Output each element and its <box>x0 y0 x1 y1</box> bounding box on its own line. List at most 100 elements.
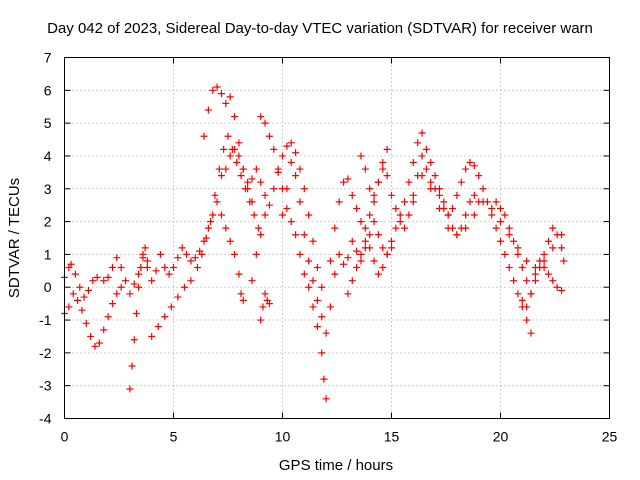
data-point <box>392 204 400 212</box>
data-point <box>544 270 552 278</box>
data-point <box>296 198 304 206</box>
data-point <box>213 198 221 206</box>
data-point <box>549 277 557 285</box>
data-point <box>161 313 169 321</box>
data-point <box>370 191 378 199</box>
data-point <box>100 277 108 285</box>
series-trace-13 <box>344 237 395 298</box>
data-point <box>248 175 256 183</box>
data-point <box>344 175 352 183</box>
data-point <box>431 172 439 180</box>
data-point <box>287 218 295 226</box>
data-point <box>143 257 151 265</box>
y-axis-label: SDTVAR / TECUs <box>6 178 23 298</box>
data-point <box>379 165 387 173</box>
data-point <box>488 211 496 219</box>
data-point <box>305 211 313 219</box>
data-point <box>152 267 160 275</box>
x-tick-label: 0 <box>61 429 69 445</box>
data-point <box>444 224 452 232</box>
data-point <box>348 277 356 285</box>
data-point <box>209 86 217 94</box>
data-point <box>361 237 369 245</box>
data-point <box>374 178 382 186</box>
data-point <box>148 277 156 285</box>
data-point <box>204 106 212 114</box>
data-point <box>100 326 108 334</box>
data-point <box>193 264 201 272</box>
data-point <box>353 247 361 255</box>
data-point <box>257 178 265 186</box>
gridlines <box>64 57 610 419</box>
data-point <box>344 254 352 262</box>
data-points <box>61 83 568 403</box>
data-point <box>313 264 321 272</box>
y-tick-label: -4 <box>39 411 52 427</box>
data-point <box>139 250 147 258</box>
data-point <box>178 244 186 252</box>
data-point <box>305 283 313 291</box>
data-point <box>217 172 225 180</box>
series-trace-1 <box>61 283 125 350</box>
data-point <box>340 178 348 186</box>
data-point <box>207 218 215 226</box>
data-point <box>250 211 258 219</box>
data-point <box>318 349 326 357</box>
data-point <box>261 211 269 219</box>
data-point <box>279 211 286 219</box>
data-point <box>183 250 191 258</box>
data-point <box>492 224 500 232</box>
data-point <box>348 237 356 245</box>
data-point <box>217 211 225 219</box>
data-point <box>422 165 430 173</box>
data-point <box>366 231 374 239</box>
data-point <box>270 145 278 153</box>
data-point <box>514 290 522 298</box>
data-point <box>231 113 239 121</box>
y-tick-label: 7 <box>44 50 52 66</box>
data-point <box>226 93 234 101</box>
data-point <box>383 250 391 258</box>
data-point <box>244 185 252 193</box>
data-point <box>553 231 561 239</box>
data-point <box>466 159 474 167</box>
data-point <box>126 385 134 393</box>
data-point <box>113 254 121 262</box>
data-point <box>326 303 334 311</box>
data-point <box>470 191 478 199</box>
y-tick-label: 3 <box>44 181 52 197</box>
data-point <box>217 90 225 98</box>
data-point <box>418 129 426 137</box>
data-point <box>65 303 73 311</box>
data-point <box>409 198 417 206</box>
series-trace-2 <box>61 260 112 301</box>
data-point <box>252 250 260 258</box>
series-trace-11 <box>279 129 483 337</box>
data-point <box>361 224 369 232</box>
data-point <box>401 224 409 232</box>
data-point <box>374 270 382 278</box>
series-trace-6 <box>200 83 256 206</box>
data-point <box>326 257 334 265</box>
data-point <box>261 290 269 298</box>
data-point <box>252 165 260 173</box>
data-point <box>117 264 125 272</box>
series-trace-14 <box>357 145 391 199</box>
data-point <box>388 244 395 252</box>
data-point <box>156 250 164 258</box>
data-point <box>283 204 291 212</box>
series-trace-9 <box>257 290 273 324</box>
data-point <box>544 237 552 245</box>
data-point <box>523 257 531 265</box>
data-point <box>300 231 308 239</box>
data-point <box>167 303 175 311</box>
data-point <box>233 159 241 167</box>
data-point <box>261 119 269 127</box>
data-point <box>505 224 513 232</box>
data-point <box>128 362 136 370</box>
data-point <box>226 152 234 160</box>
data-point <box>283 185 291 193</box>
data-point <box>427 159 435 167</box>
data-point <box>388 191 395 199</box>
